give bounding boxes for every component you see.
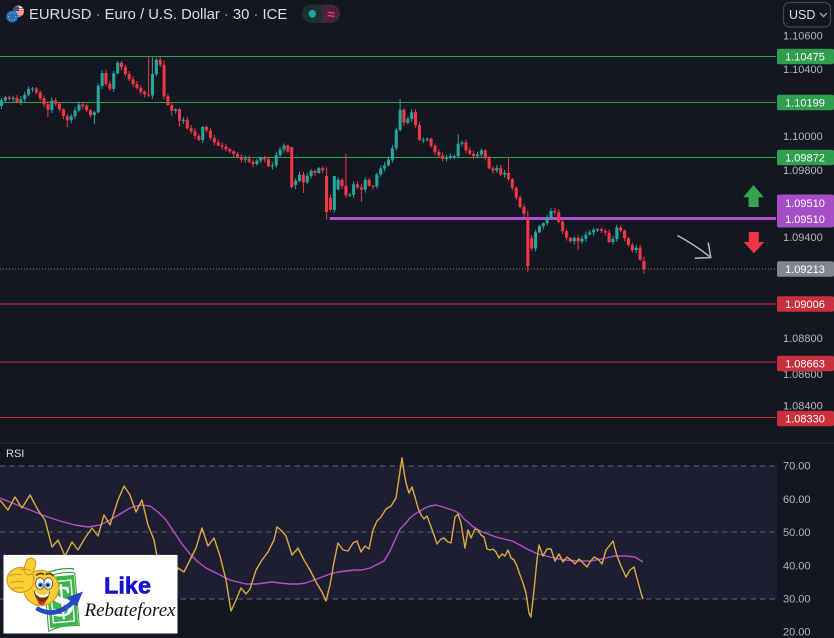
svg-text:1.10400: 1.10400 <box>783 64 823 76</box>
svg-text:70.00: 70.00 <box>783 461 811 473</box>
svg-text:1.10600: 1.10600 <box>783 30 823 42</box>
svg-text:1.08600: 1.08600 <box>783 369 823 381</box>
svg-text:40.00: 40.00 <box>783 560 811 572</box>
svg-text:USD: USD <box>789 8 815 22</box>
svg-text:1.09872: 1.09872 <box>785 152 825 164</box>
svg-text:30.00: 30.00 <box>783 594 811 606</box>
svg-text:1.09510: 1.09510 <box>785 214 825 226</box>
svg-text:1.09510: 1.09510 <box>785 198 825 210</box>
svg-text:1.08663: 1.08663 <box>785 358 825 370</box>
svg-text:EURUSD · Euro / U.S. Dollar ·: EURUSD · Euro / U.S. Dollar · 30 · ICE <box>29 7 287 23</box>
svg-text:RSI: RSI <box>6 448 24 460</box>
svg-text:1.09800: 1.09800 <box>783 165 823 177</box>
svg-text:≈: ≈ <box>327 6 335 22</box>
svg-text:20.00: 20.00 <box>783 627 811 638</box>
svg-text:Rebateforex: Rebateforex <box>84 600 177 621</box>
svg-text:1.10475: 1.10475 <box>785 51 825 63</box>
svg-text:60.00: 60.00 <box>783 494 811 506</box>
svg-text:Like: Like <box>104 573 151 599</box>
svg-text:50.00: 50.00 <box>783 527 811 539</box>
svg-text:1.09400: 1.09400 <box>783 232 823 244</box>
svg-text:1.08800: 1.08800 <box>783 333 823 345</box>
svg-text:1.10199: 1.10199 <box>785 97 825 109</box>
svg-text:1.09006: 1.09006 <box>785 299 825 311</box>
svg-text:1.09213: 1.09213 <box>785 264 825 276</box>
svg-text:1.10000: 1.10000 <box>783 131 823 143</box>
svg-text:1.08330: 1.08330 <box>785 413 825 425</box>
svg-text:1.08400: 1.08400 <box>783 401 823 413</box>
